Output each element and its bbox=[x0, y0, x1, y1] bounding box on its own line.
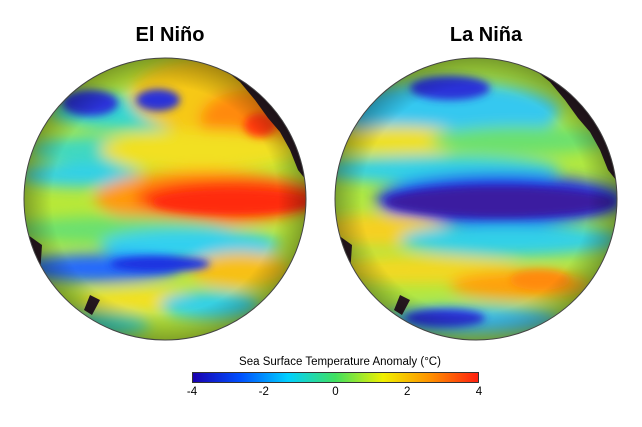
la-nina-title: La Niña bbox=[449, 24, 523, 46]
colorbar-tick-label: 4 bbox=[475, 386, 483, 398]
colorbar-tick-label: -4 bbox=[186, 386, 198, 398]
el-nino-globe-outline bbox=[23, 57, 307, 341]
colorbar-tick-label: -2 bbox=[258, 386, 269, 398]
colorbar-label: Sea Surface Temperature Anomaly (°C) bbox=[239, 356, 441, 368]
el-nino-globe bbox=[24, 58, 306, 340]
colorbar bbox=[192, 372, 479, 383]
colorbar-tick-label: 0 bbox=[332, 386, 339, 398]
la-nina-globe bbox=[335, 58, 617, 340]
el-nino-title: El Niño bbox=[135, 24, 205, 46]
la-nina-globe-outline bbox=[334, 57, 618, 341]
colorbar-tick-label: 2 bbox=[404, 386, 411, 398]
